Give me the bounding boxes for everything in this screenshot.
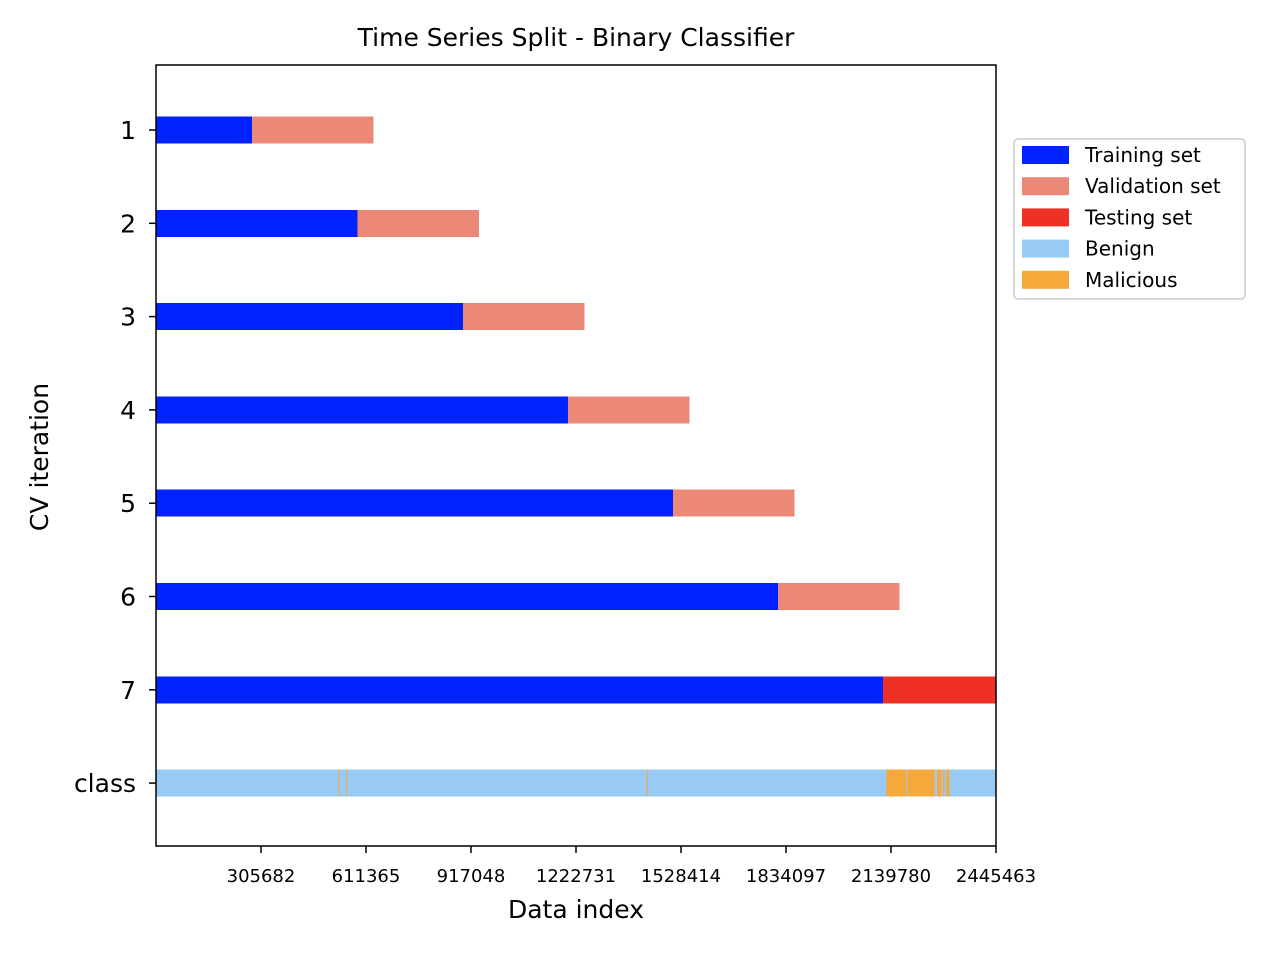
bar-segment-class-malicious-2 xyxy=(345,769,347,797)
bar-segment-4-validation-set-1 xyxy=(568,396,690,424)
bar-segment-class-malicious-4 xyxy=(886,769,907,797)
legend-items: Training set Validation set Testing set Ben… xyxy=(1022,143,1221,292)
bar-segment-class-malicious-8 xyxy=(946,769,950,797)
legend-swatch-training-set xyxy=(1022,146,1069,164)
plot-area-frame xyxy=(155,64,997,847)
x-tick-label-3: 1222731 xyxy=(536,866,616,887)
bar-segment-7-testing-set-1 xyxy=(882,676,996,704)
bars-group xyxy=(156,116,996,797)
bar-segment-6-validation-set-1 xyxy=(778,583,900,610)
bar-segment-5-training-set-0 xyxy=(156,489,673,517)
legend-swatch-testing-set xyxy=(1022,208,1069,227)
legend-swatch-benign xyxy=(1022,239,1069,258)
bar-segment-3-training-set-0 xyxy=(156,303,464,331)
bar-segment-2-training-set-0 xyxy=(156,209,358,237)
y-tick-label-4: 4 xyxy=(120,396,136,425)
legend-label-training-set: Training set xyxy=(1084,143,1201,167)
legend-frame xyxy=(1013,138,1246,300)
bar-segment-class-malicious-1 xyxy=(338,769,340,797)
legend-swatch-malicious xyxy=(1022,270,1069,289)
x-tick-label-1: 611365 xyxy=(332,866,401,887)
y-tick-label-3: 3 xyxy=(120,303,136,332)
y-tick-label-class: class xyxy=(74,769,136,798)
bar-segment-4-training-set-0 xyxy=(156,396,569,424)
x-tick-label-5: 1834097 xyxy=(746,866,826,887)
y-tick-label-5: 5 xyxy=(120,489,136,518)
legend-label-malicious: Malicious xyxy=(1085,268,1178,292)
x-tick-label-4: 1528414 xyxy=(641,866,721,887)
bar-segment-7-training-set-0 xyxy=(156,676,883,704)
x-tick-label-6: 2139780 xyxy=(851,866,931,887)
bar-segment-6-training-set-0 xyxy=(156,583,779,610)
y-tick-label-6: 6 xyxy=(120,583,136,612)
y-tick-label-2: 2 xyxy=(120,209,136,238)
y-tick-label-7: 7 xyxy=(120,676,136,705)
x-tick-label-0: 305682 xyxy=(227,866,296,887)
bar-segment-1-training-set-0 xyxy=(156,116,253,144)
bar-segment-class-malicious-3 xyxy=(647,769,649,797)
bar-segment-2-validation-set-1 xyxy=(357,209,479,237)
x-axis-label: Data index xyxy=(508,895,644,924)
bar-segment-3-validation-set-1 xyxy=(463,303,585,331)
bar-segment-class-malicious-5 xyxy=(907,769,935,797)
x-tick-label-2: 917048 xyxy=(437,866,506,887)
bar-segment-class-malicious-6 xyxy=(937,769,942,797)
x-tick-label-7: 2445463 xyxy=(956,866,1036,887)
legend-label-validation-set: Validation set xyxy=(1085,174,1221,198)
y-axis: 1 2 3 4 5 6 7 class xyxy=(74,116,156,798)
legend-swatch-validation-set xyxy=(1022,177,1069,196)
y-tick-label-1: 1 xyxy=(120,116,136,145)
bar-segment-class-malicious-7 xyxy=(942,769,945,797)
x-axis: 305682 611365 917048 1222731 1528414 1834097 2… xyxy=(227,846,1036,887)
legend: Training set Validation set Testing set Ben… xyxy=(1013,138,1246,300)
chart-title: Time Series Split - Binary Classifier xyxy=(357,23,795,52)
bar-segment-class-benign-0 xyxy=(156,769,996,797)
bar-segment-5-validation-set-1 xyxy=(672,489,795,517)
legend-label-testing-set: Testing set xyxy=(1084,205,1192,229)
bar-segment-1-validation-set-1 xyxy=(252,116,374,144)
legend-label-benign: Benign xyxy=(1085,237,1155,261)
y-axis-label: CV iteration xyxy=(25,383,54,531)
